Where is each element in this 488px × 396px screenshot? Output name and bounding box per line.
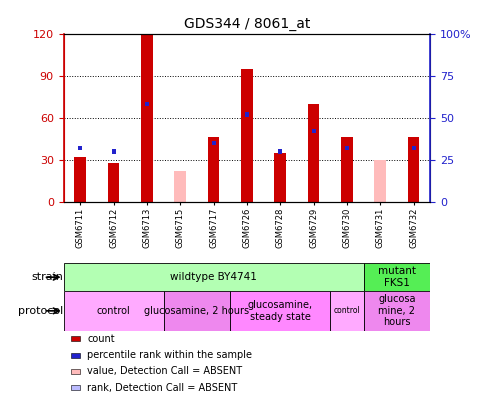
Bar xyxy=(344,146,348,150)
Text: control: control xyxy=(97,306,130,316)
Bar xyxy=(144,102,149,107)
Bar xyxy=(211,141,215,145)
Text: value, Detection Call = ABSENT: value, Detection Call = ABSENT xyxy=(87,366,242,377)
Bar xyxy=(111,149,115,154)
Bar xyxy=(363,263,429,291)
Bar xyxy=(78,146,82,150)
Bar xyxy=(141,34,152,202)
Bar xyxy=(71,336,80,341)
Text: count: count xyxy=(87,334,115,344)
Bar xyxy=(230,291,329,331)
Bar xyxy=(278,149,282,154)
Text: wildtype BY4741: wildtype BY4741 xyxy=(170,272,257,282)
Bar xyxy=(374,160,386,202)
Text: glucosamine, 2 hours: glucosamine, 2 hours xyxy=(144,306,249,316)
Text: control: control xyxy=(333,307,360,315)
Bar xyxy=(63,291,163,331)
Text: percentile rank within the sample: percentile rank within the sample xyxy=(87,350,252,360)
Bar xyxy=(407,137,419,202)
Bar xyxy=(244,112,248,116)
Bar xyxy=(174,171,186,202)
Text: glucosa
mine, 2
hours: glucosa mine, 2 hours xyxy=(377,294,415,327)
Bar xyxy=(363,291,429,331)
Bar xyxy=(107,163,119,202)
Bar xyxy=(307,104,319,202)
Bar xyxy=(207,137,219,202)
Text: protocol: protocol xyxy=(18,306,63,316)
Bar xyxy=(71,385,80,390)
Bar xyxy=(341,137,352,202)
Bar xyxy=(274,153,285,202)
Text: mutant
FKS1: mutant FKS1 xyxy=(377,267,415,288)
Bar xyxy=(411,146,415,150)
Bar xyxy=(163,291,230,331)
Bar xyxy=(74,157,86,202)
Bar xyxy=(329,291,363,331)
Title: GDS344 / 8061_at: GDS344 / 8061_at xyxy=(183,17,309,31)
Bar xyxy=(63,263,363,291)
Text: strain: strain xyxy=(32,272,63,282)
Bar xyxy=(71,369,80,374)
Bar xyxy=(241,69,252,202)
Text: rank, Detection Call = ABSENT: rank, Detection Call = ABSENT xyxy=(87,383,237,393)
Bar xyxy=(71,353,80,358)
Bar xyxy=(311,129,315,133)
Text: glucosamine,
steady state: glucosamine, steady state xyxy=(247,300,312,322)
